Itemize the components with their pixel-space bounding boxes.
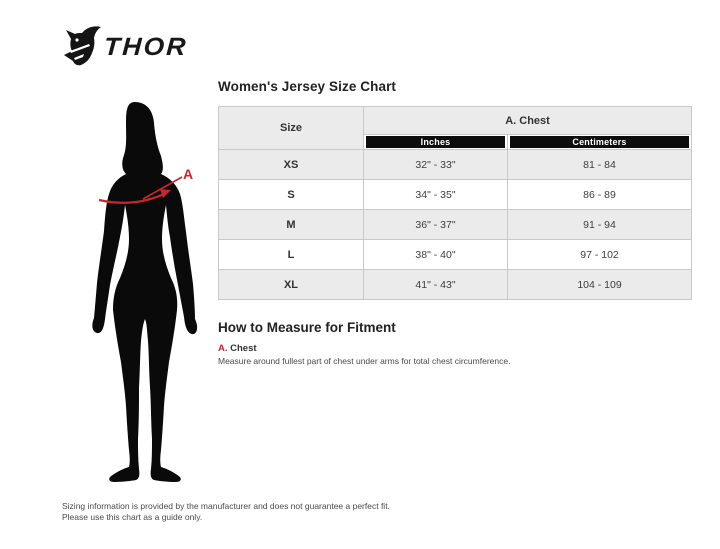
page-title: Women's Jersey Size Chart (218, 79, 397, 94)
centimeters-cell: 81 - 84 (507, 149, 692, 180)
inches-cell: 36" - 37" (363, 209, 508, 240)
size-cell: XS (218, 149, 364, 180)
centimeters-cell: 104 - 109 (507, 269, 692, 300)
size-table: Size A. Chest Inches Centimeters XS 32" … (218, 106, 692, 300)
brand-name: THOR (103, 32, 189, 61)
disclaimer-line-2: Please use this chart as a guide only. (62, 511, 203, 522)
table-row-xl: XL 41" - 43" 104 - 109 (218, 269, 692, 300)
table-row-m: M 36" - 37" 91 - 94 (218, 209, 692, 240)
inches-header-cell: Inches (363, 134, 508, 150)
chest-annotation: A (98, 166, 193, 204)
size-cell: M (218, 209, 364, 240)
measurement-figure: A (55, 90, 225, 492)
thor-head-icon (64, 26, 101, 66)
size-column-header: Size (218, 106, 364, 150)
inches-cell: 32" - 33" (363, 149, 508, 180)
disclaimer-line-1: Sizing information is provided by the ma… (62, 501, 390, 511)
table-row-xs: XS 32" - 33" 81 - 84 (218, 149, 692, 180)
table-row-s: S 34" - 35" 86 - 89 (218, 179, 692, 210)
size-chart-content: Women's Jersey Size Chart Size A. Chest … (218, 79, 692, 366)
centimeters-header-cell: Centimeters (507, 134, 692, 150)
size-cell: S (218, 179, 364, 210)
unit-header-row: Inches Centimeters (219, 134, 692, 150)
female-silhouette: A (92, 102, 198, 482)
annotation-label-a: A (183, 166, 193, 182)
measure-name: Chest (230, 343, 257, 354)
inches-header: Inches (366, 136, 505, 148)
table-header-row: Size A. Chest (218, 106, 692, 150)
chest-group-header: A. Chest (363, 106, 692, 135)
centimeters-cell: 97 - 102 (507, 239, 692, 270)
size-cell: L (218, 239, 364, 270)
centimeters-cell: 86 - 89 (507, 179, 692, 210)
inches-cell: 34" - 35" (363, 179, 508, 210)
measure-key: A. (218, 343, 228, 354)
size-cell: XL (218, 269, 364, 300)
table-row-l: L 38" - 40" 97 - 102 (218, 239, 692, 270)
measure-item-label: A. Chest (218, 344, 691, 354)
centimeters-header: Centimeters (510, 136, 689, 148)
measure-heading: How to Measure for Fitment (218, 320, 396, 335)
brand-logo: THOR (62, 25, 188, 67)
disclaimer: Sizing information is provided by the ma… (62, 501, 390, 523)
centimeters-cell: 91 - 94 (507, 209, 692, 240)
inches-cell: 41" - 43" (363, 269, 508, 300)
measure-description: Measure around fullest part of chest und… (218, 356, 511, 366)
inches-cell: 38" - 40" (363, 239, 508, 270)
